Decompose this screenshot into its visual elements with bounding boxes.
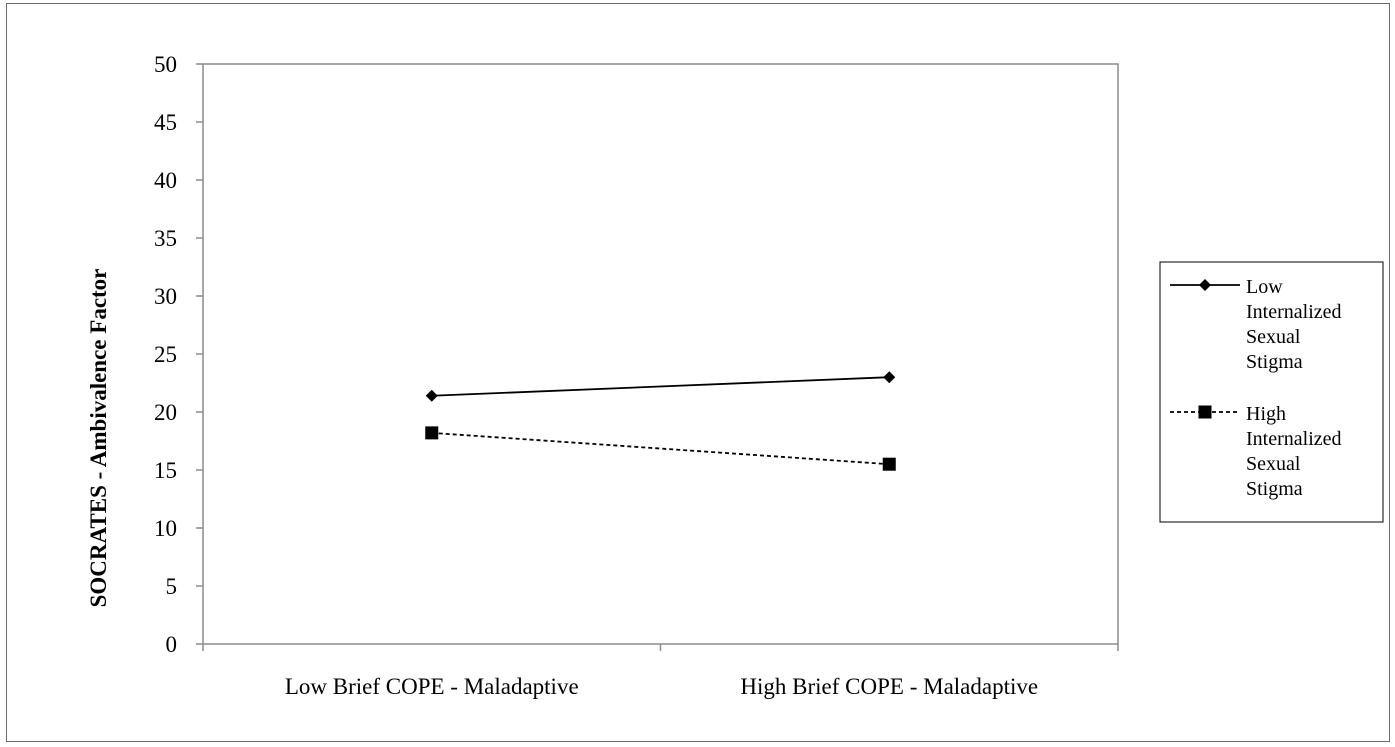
data-point — [882, 457, 896, 471]
x-tick-label: High Brief COPE - Maladaptive — [740, 674, 1038, 699]
y-tick-label: 25 — [154, 342, 177, 367]
y-tick-label: 20 — [154, 400, 177, 425]
y-tick-label: 50 — [154, 52, 177, 77]
chart-frame — [6, 3, 1390, 742]
data-point — [425, 426, 439, 440]
legend-label: Sexual — [1246, 453, 1301, 475]
x-axis: Low Brief COPE - Maladaptive High Brief C… — [202, 644, 1119, 699]
legend-label: Internalized — [1246, 301, 1342, 323]
legend-label: Internalized — [1246, 428, 1342, 450]
y-tick-label: 15 — [154, 458, 177, 483]
y-axis: 0 5 10 15 20 25 30 35 40 45 50 — [154, 52, 203, 657]
y-tick-label: 40 — [154, 168, 177, 193]
y-tick-label: 35 — [154, 226, 177, 251]
legend-label: Sexual — [1246, 326, 1301, 348]
series-layer — [425, 371, 896, 471]
legend-marker — [1198, 405, 1212, 419]
legend-label: High — [1246, 403, 1286, 425]
series-line — [431, 431, 890, 466]
legend-marker — [1199, 279, 1211, 291]
legend-label: Stigma — [1246, 351, 1303, 373]
y-axis-label: SOCRATES - Ambivalence Factor — [86, 269, 111, 608]
plot-border — [202, 63, 1119, 645]
y-tick-label: 5 — [166, 574, 178, 599]
y-tick-label: 45 — [154, 110, 177, 135]
legend-label: Stigma — [1246, 478, 1303, 500]
y-tick-label: 30 — [154, 284, 177, 309]
data-point — [425, 389, 438, 402]
plot-area — [202, 63, 1119, 645]
data-point — [883, 371, 896, 384]
legend: Low Internalized Sexual Stigma High Internali… — [1159, 261, 1384, 523]
legend-label: Low — [1246, 276, 1283, 298]
y-tick-label: 10 — [154, 516, 177, 541]
legend-box — [1159, 261, 1384, 523]
x-tick-label: Low Brief COPE - Maladaptive — [285, 674, 579, 699]
y-tick-label: 0 — [166, 632, 178, 657]
series-line — [431, 376, 890, 397]
